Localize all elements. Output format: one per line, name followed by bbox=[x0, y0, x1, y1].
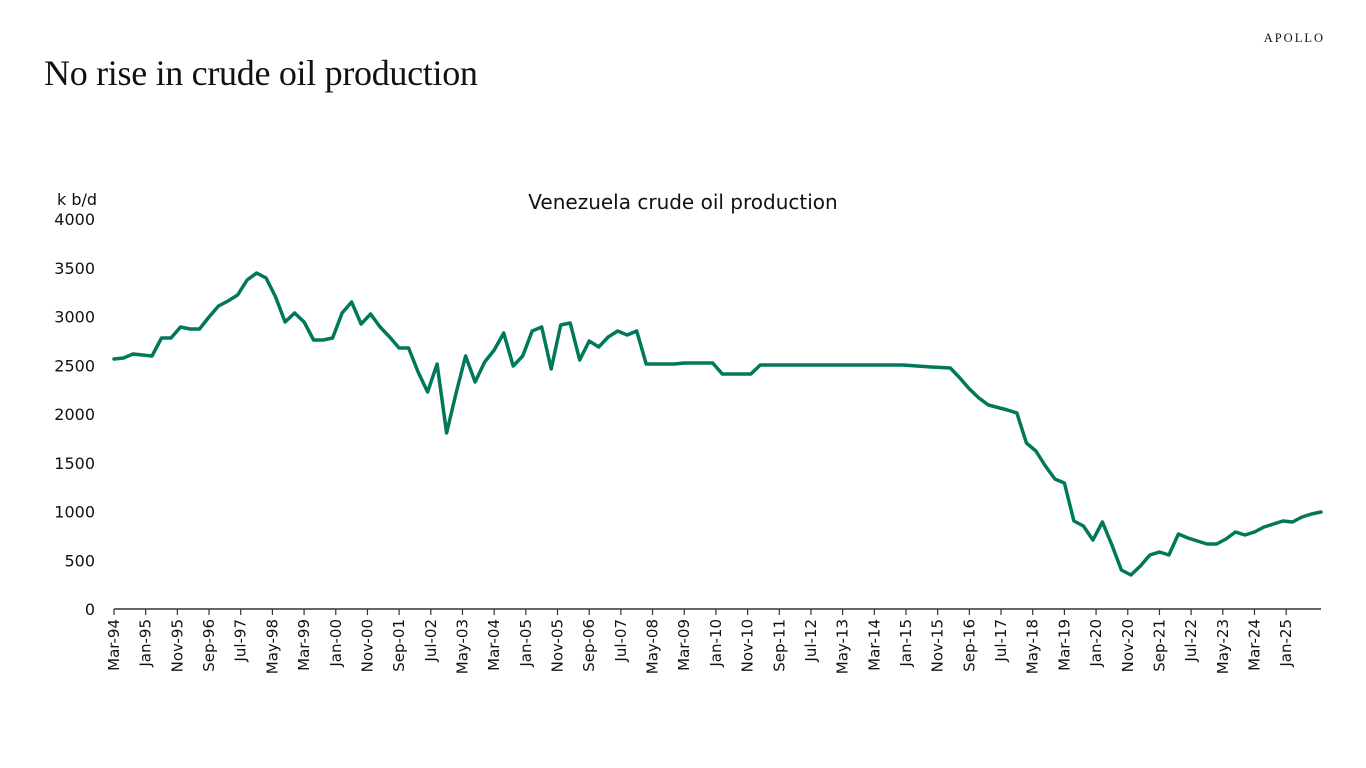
x-tick-label: Sep-16 bbox=[960, 619, 978, 672]
x-tick-label: Jan-20 bbox=[1087, 619, 1105, 668]
x-tick-label: May-18 bbox=[1024, 619, 1042, 674]
y-tick-label: 2000 bbox=[54, 405, 95, 424]
x-tick-label: Mar-24 bbox=[1245, 619, 1263, 671]
x-tick-label: Nov-00 bbox=[358, 619, 376, 672]
y-tick-label: 1000 bbox=[54, 503, 95, 522]
x-tick-label: May-13 bbox=[834, 619, 852, 674]
x-tick-label: May-03 bbox=[453, 619, 471, 674]
x-tick-label: Jan-25 bbox=[1277, 619, 1295, 668]
y-tick-label: 3500 bbox=[54, 259, 95, 278]
x-tick-label: Sep-11 bbox=[770, 619, 788, 672]
y-tick-label: 500 bbox=[64, 551, 95, 570]
x-tick-label: Nov-05 bbox=[549, 619, 567, 672]
x-tick-label: May-23 bbox=[1214, 619, 1232, 674]
x-tick-label: Sep-01 bbox=[390, 619, 408, 672]
x-tick-label: Jul-17 bbox=[992, 619, 1010, 663]
y-axis-ticks: 0 500 1000 1500 2000 2500 3000 3500 4000 bbox=[54, 210, 95, 619]
x-tick-label: Nov-10 bbox=[739, 619, 757, 672]
x-tick-label: Jan-05 bbox=[517, 619, 535, 668]
x-tick-label: Mar-14 bbox=[865, 619, 883, 671]
x-tick-label: Nov-20 bbox=[1119, 619, 1137, 672]
x-tick-label: Jan-15 bbox=[897, 619, 915, 668]
x-tick-label: Jul-02 bbox=[422, 619, 440, 663]
x-tick-label: Jan-00 bbox=[327, 619, 345, 668]
y-tick-label: 1500 bbox=[54, 454, 95, 473]
x-axis: Mar-94 Jan-95 Nov-95 Sep-96 Jul-97 May-98 Mar-… bbox=[105, 608, 1321, 674]
x-tick-label: Sep-96 bbox=[200, 619, 218, 672]
x-tick-label: Sep-06 bbox=[580, 619, 598, 672]
x-tick-label: Mar-09 bbox=[675, 619, 693, 671]
series-line bbox=[112, 271, 1323, 577]
x-tick-label: Jul-22 bbox=[1182, 619, 1200, 663]
x-tick-label: Nov-95 bbox=[168, 619, 186, 672]
y-tick-label: 2500 bbox=[54, 356, 95, 375]
y-tick-label: 4000 bbox=[54, 210, 95, 229]
x-tick-label: May-98 bbox=[263, 619, 281, 674]
x-tick-label: Mar-94 bbox=[105, 619, 123, 671]
y-tick-label: 0 bbox=[85, 600, 95, 619]
series-layer bbox=[112, 271, 1323, 577]
x-tick-label: Sep-21 bbox=[1150, 619, 1168, 672]
x-tick-label: Nov-15 bbox=[929, 619, 947, 672]
chart-title: Venezuela crude oil production bbox=[528, 190, 837, 214]
y-tick-label: 3000 bbox=[54, 308, 95, 327]
x-tick-label: Jul-97 bbox=[232, 619, 250, 663]
x-tick-label: Jan-95 bbox=[137, 619, 155, 668]
y-axis-label: k b/d bbox=[57, 190, 97, 209]
slide-title: No rise in crude oil production bbox=[44, 53, 478, 93]
x-tick-label: May-08 bbox=[644, 619, 662, 674]
x-tick-label: Jan-10 bbox=[707, 619, 725, 668]
x-tick-label: Mar-04 bbox=[485, 619, 503, 671]
apollo-logo: APOLLO bbox=[1263, 31, 1325, 45]
x-tick-label: Jul-12 bbox=[802, 619, 820, 663]
x-tick-label: Jul-07 bbox=[612, 619, 630, 663]
x-tick-label: Mar-99 bbox=[295, 619, 313, 671]
x-tick-label: Mar-19 bbox=[1055, 619, 1073, 671]
